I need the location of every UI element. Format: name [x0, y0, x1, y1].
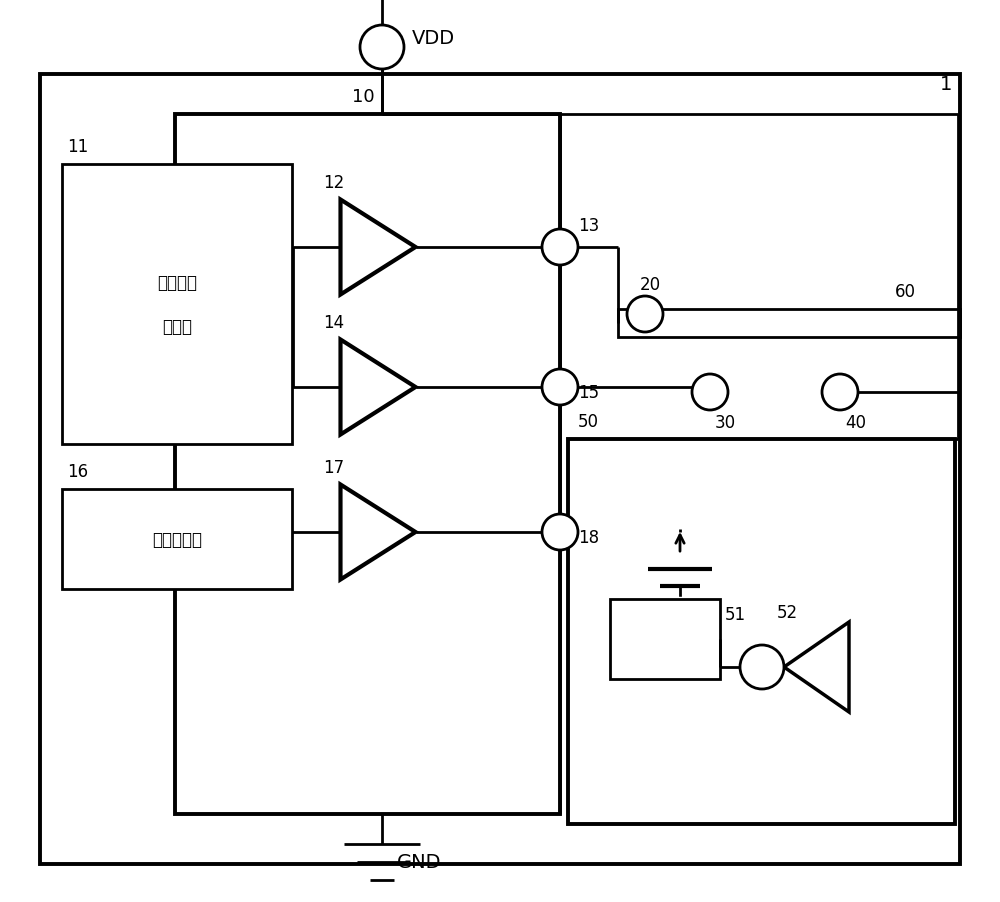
- Polygon shape: [341, 485, 416, 580]
- Circle shape: [822, 374, 858, 410]
- Bar: [618, 309, 960, 337]
- Text: 50: 50: [578, 412, 599, 430]
- Text: 30: 30: [715, 413, 736, 431]
- Bar: [62, 165, 292, 445]
- Circle shape: [542, 230, 578, 266]
- Text: 17: 17: [323, 458, 344, 476]
- Text: 18: 18: [578, 529, 599, 547]
- Bar: [610, 599, 720, 679]
- Text: 1: 1: [940, 76, 952, 95]
- Text: 12: 12: [323, 174, 344, 192]
- Text: VDD: VDD: [412, 29, 455, 48]
- Bar: [40, 75, 960, 864]
- Text: 52: 52: [777, 603, 798, 621]
- Circle shape: [627, 297, 663, 333]
- Polygon shape: [784, 622, 849, 713]
- Text: 声音信号: 声音信号: [157, 273, 197, 291]
- Polygon shape: [341, 340, 416, 435]
- Circle shape: [740, 645, 784, 689]
- Bar: [62, 490, 292, 589]
- Text: 10: 10: [352, 87, 375, 106]
- Text: 电压生成部: 电压生成部: [152, 530, 202, 548]
- Text: GND: GND: [397, 852, 442, 871]
- Text: 输出部: 输出部: [162, 318, 192, 336]
- Text: 16: 16: [67, 463, 88, 481]
- Bar: [175, 115, 560, 815]
- Text: 40: 40: [845, 413, 866, 431]
- Text: 20: 20: [640, 276, 661, 294]
- Text: 14: 14: [323, 314, 344, 332]
- Bar: [568, 439, 955, 824]
- Text: 60: 60: [895, 282, 916, 300]
- Circle shape: [542, 514, 578, 550]
- Polygon shape: [341, 200, 416, 295]
- Circle shape: [542, 370, 578, 406]
- Circle shape: [692, 374, 728, 410]
- Text: 13: 13: [578, 216, 599, 235]
- Circle shape: [360, 26, 404, 70]
- Text: 15: 15: [578, 383, 599, 401]
- Text: 51: 51: [725, 605, 746, 623]
- Text: 11: 11: [67, 138, 88, 156]
